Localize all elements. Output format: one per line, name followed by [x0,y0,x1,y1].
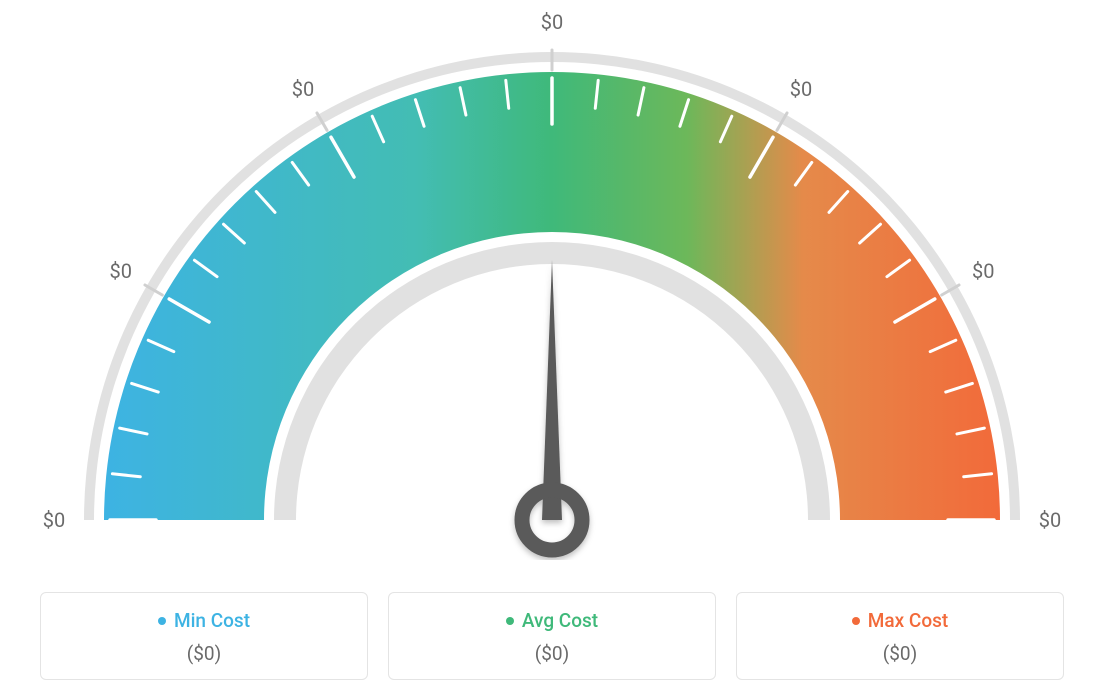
gauge-tick-label: $0 [972,259,994,283]
gauge-tick-label: $0 [1039,508,1061,532]
gauge-tick-label: $0 [292,77,314,101]
legend-title-avg: Avg Cost [506,609,598,632]
legend-value-min: ($0) [51,642,357,665]
gauge-tick-label: $0 [109,259,131,283]
legend-card-avg: Avg Cost ($0) [388,592,716,680]
legend-title-max: Max Cost [852,609,948,632]
gauge-tick-label: $0 [43,508,65,532]
legend-value-max: ($0) [747,642,1053,665]
legend-row: Min Cost ($0) Avg Cost ($0) Max Cost ($0… [40,592,1064,680]
gauge-chart: $0 $0 $0 $0 $0 $0 $0 [0,0,1104,560]
legend-label-max: Max Cost [868,609,948,632]
legend-card-min: Min Cost ($0) [40,592,368,680]
legend-dot-avg [506,617,514,625]
legend-label-avg: Avg Cost [522,609,598,632]
gauge-tick-label: $0 [541,10,563,34]
legend-card-max: Max Cost ($0) [736,592,1064,680]
legend-label-min: Min Cost [174,609,250,632]
legend-dot-max [852,617,860,625]
legend-title-min: Min Cost [158,609,250,632]
legend-dot-min [158,617,166,625]
gauge-svg [0,0,1104,560]
gauge-tick-label: $0 [790,77,812,101]
legend-value-avg: ($0) [399,642,705,665]
